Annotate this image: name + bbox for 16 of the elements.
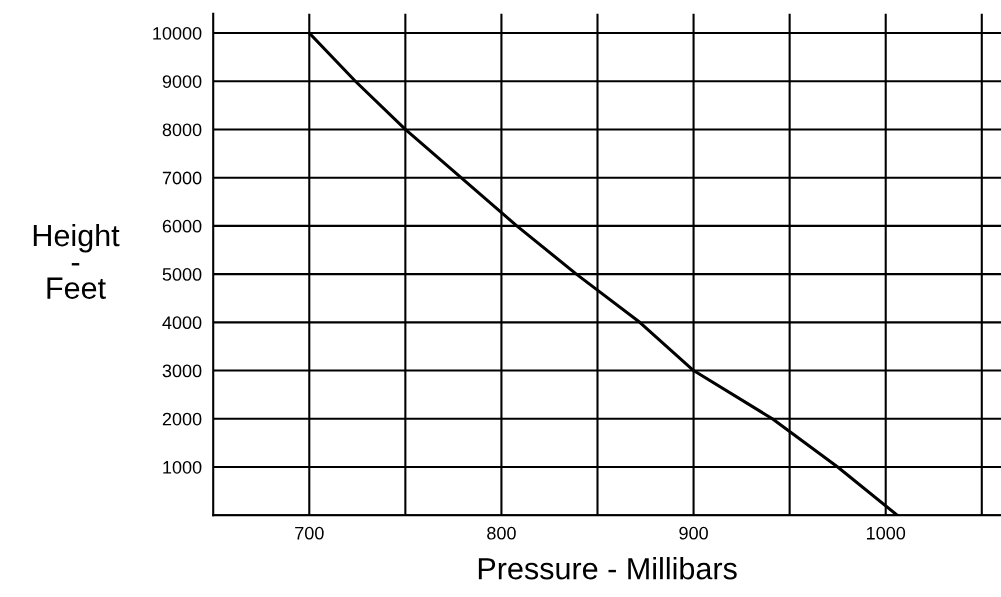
y-tick-label: 9000 [162, 75, 202, 88]
y-tick-label: 4000 [162, 316, 202, 330]
x-tick-label: 900 [679, 526, 708, 540]
y-tick-label: 10000 [153, 26, 202, 40]
x-tick-label: 1000 [867, 526, 906, 540]
y-tick-label: 8000 [162, 123, 202, 137]
y-tick-label: 6000 [162, 219, 202, 233]
x-axis-title: Pressure - Millibars [478, 557, 737, 580]
y-tick-label: 5000 [162, 268, 202, 281]
y-tick-label: 7000 [162, 171, 202, 185]
y-tick-label: 2000 [162, 412, 202, 426]
x-tick-label: 700 [295, 526, 324, 540]
y-axis-title: Height - Feet [33, 223, 120, 299]
y-tick-label: 3000 [162, 364, 202, 378]
y-tick-label: 1000 [163, 460, 202, 474]
x-tick-label: 800 [487, 526, 516, 540]
